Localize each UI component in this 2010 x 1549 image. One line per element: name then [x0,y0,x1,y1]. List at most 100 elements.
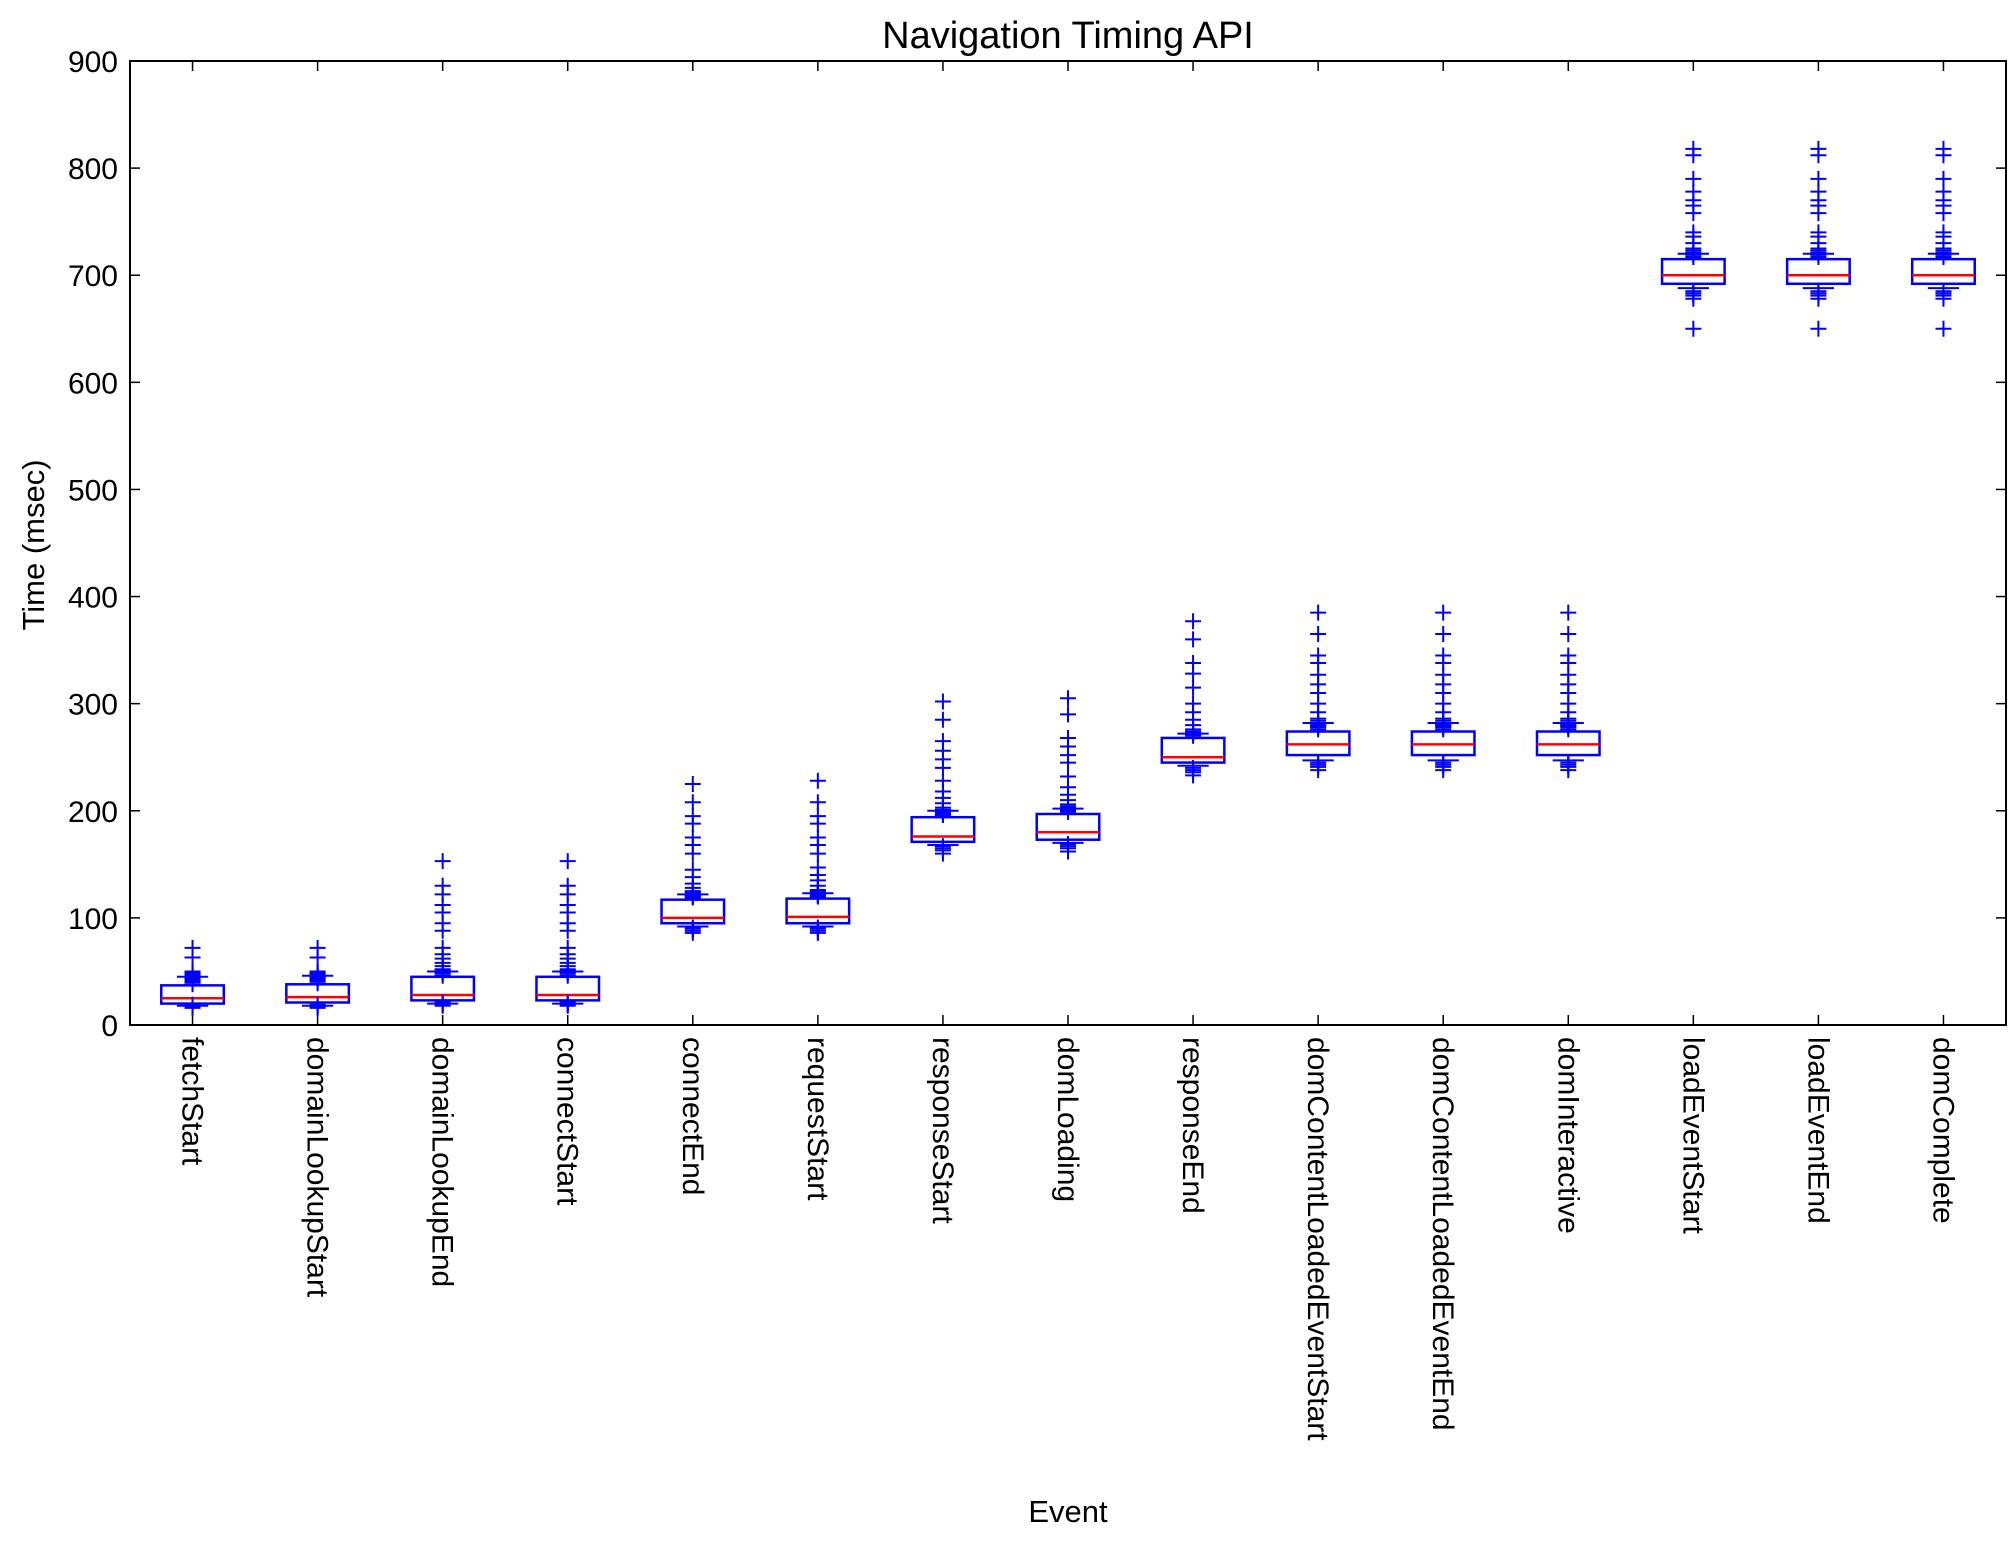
outlier-marker [934,693,951,710]
outlier-marker [559,877,576,894]
x-tick-label-domainLookupStart: domainLookupStart [301,1037,334,1298]
x-tick-label-connectEnd: connectEnd [676,1037,709,1195]
x-tick-label-domComplete: domComplete [1926,1037,1959,1224]
outlier-marker [559,939,576,956]
outlier-marker [1935,283,1952,300]
outlier-marker [1185,695,1202,712]
x-tick-label-responseEnd: responseEnd [1176,1037,1209,1214]
outlier-marker [1560,604,1577,621]
y-tick-label: 700 [68,260,118,293]
outlier-marker [309,939,326,956]
outlier-marker [434,877,451,894]
outlier-marker [1810,320,1827,337]
outlier-marker [1685,140,1702,157]
outlier-marker [1560,647,1577,664]
chart-title: Navigation Timing API [882,15,1254,57]
outlier-marker [809,772,826,789]
outlier-marker [184,939,201,956]
outlier-marker [184,963,201,980]
outlier-marker [934,711,951,728]
outlier-marker [1560,626,1577,643]
x-tick-label-domainLookupEnd: domainLookupEnd [426,1037,459,1287]
y-tick-label: 300 [68,689,118,722]
outlier-marker [1935,320,1952,337]
outlier-marker [684,794,701,811]
outlier-marker [684,919,701,936]
outlier-marker [309,963,326,980]
x-tick-label-requestStart: requestStart [801,1037,834,1201]
outlier-marker [1685,283,1702,300]
plot-area: 0 100 200 300 400 500 600 700 800 900 fetchStart do… [68,46,2006,1441]
outlier-marker [809,859,826,876]
outlier-marker [559,994,576,1011]
outlier-marker [1935,224,1952,241]
outlier-marker [1810,283,1827,300]
outlier-marker [1435,647,1452,664]
x-tick-label-domInteractive: domInteractive [1551,1037,1584,1234]
x-axis-label: Event [1028,1494,1108,1529]
outlier-marker [1435,626,1452,643]
outlier-marker [1060,768,1076,785]
y-tick-label: 900 [68,46,118,79]
y-tick-label: 100 [68,903,118,936]
plot-frame [129,60,2007,1026]
outlier-marker [809,794,826,811]
y-axis-label: Time (msec) [16,459,51,630]
y-tick-label: 200 [68,796,118,829]
outlier-marker [1685,320,1702,337]
outlier-marker [434,853,451,870]
outlier-marker [809,829,826,846]
outlier-marker [1060,835,1076,852]
outlier-marker [1435,604,1452,621]
outlier-marker [1810,140,1827,157]
outlier-marker [1810,224,1827,241]
outlier-marker [1560,754,1577,771]
x-tick-label-connectStart: connectStart [551,1037,584,1206]
outlier-marker [1060,729,1076,746]
outlier-marker [1310,754,1327,771]
y-tick-label: 500 [68,474,118,507]
x-tick-label-domContentLoadedEventEnd: domContentLoadedEventEnd [1426,1037,1459,1431]
outlier-marker [1185,654,1202,671]
outlier-marker [1060,706,1076,723]
x-tick-label-loadEventEnd: loadEventEnd [1801,1037,1834,1224]
x-tick-label-fetchStart: fetchStart [176,1037,209,1166]
y-tick-label: 400 [68,582,118,615]
outlier-marker [684,776,701,792]
y-tick-label: 600 [68,367,118,400]
outlier-marker [809,919,826,936]
outlier-marker [559,853,576,870]
outlier-marker [934,733,951,750]
outlier-marker [1185,679,1202,696]
outlier-marker [1935,170,1952,187]
outlier-marker [1310,647,1327,664]
outlier-marker [934,838,951,855]
outlier-marker [1685,224,1702,241]
outlier-marker [434,939,451,956]
outlier-marker [1310,626,1327,643]
outlier-marker [1310,604,1327,621]
outlier-marker [1185,613,1202,630]
outlier-marker [184,996,201,1013]
outlier-marker [684,829,701,846]
x-tick-label-domContentLoadedEventStart: domContentLoadedEventStart [1301,1037,1334,1441]
outlier-marker [309,996,326,1013]
outlier-marker [1185,631,1202,648]
y-tick-label: 800 [68,153,118,186]
outlier-marker [684,808,701,825]
outlier-marker [1435,754,1452,771]
outlier-marker [1685,170,1702,187]
x-tick-label-loadEventStart: loadEventStart [1676,1037,1709,1234]
outlier-marker [809,808,826,825]
x-tick-label-responseStart: responseStart [926,1037,959,1224]
outlier-marker [1185,759,1202,776]
outlier-marker [684,861,701,878]
outlier-marker [1935,140,1952,157]
y-tick-label: 0 [101,1010,118,1043]
outlier-marker [1810,170,1827,187]
outlier-marker [434,994,451,1011]
outlier-marker [1060,690,1076,707]
